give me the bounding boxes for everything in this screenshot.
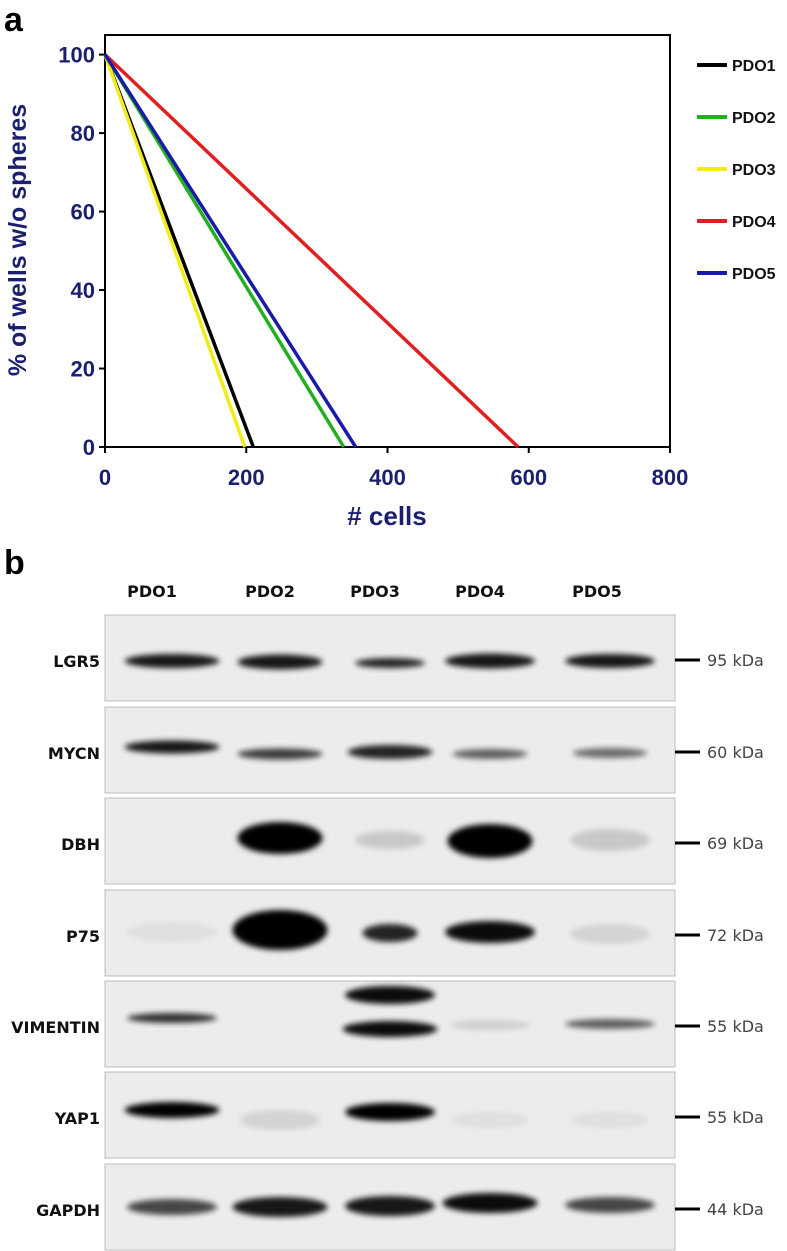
band: [450, 1112, 530, 1128]
band: [442, 1193, 538, 1213]
size-label: 55 kDa: [707, 1108, 764, 1127]
y-axis-label: % of wells w/o spheres: [4, 104, 32, 376]
band: [570, 1112, 650, 1128]
legend-label: PDO1: [732, 58, 776, 75]
y-tick-label: 100: [58, 43, 95, 68]
protein-label: GAPDH: [36, 1201, 100, 1220]
y-tick-label: 20: [71, 357, 95, 382]
protein-label: VIMENTIN: [11, 1018, 100, 1037]
lane-label: PDO2: [245, 582, 295, 601]
x-tick-label: 800: [652, 465, 689, 490]
size-label: 95 kDa: [707, 651, 764, 670]
band: [450, 1020, 530, 1030]
band: [124, 654, 220, 668]
protein-label: DBH: [61, 835, 100, 854]
y-tick-label: 80: [71, 121, 95, 146]
size-label: 69 kDa: [707, 834, 764, 853]
size-label: 44 kDa: [707, 1200, 764, 1219]
protein-label: LGR5: [53, 652, 100, 671]
x-tick-label: 0: [99, 465, 111, 490]
x-tick-label: 400: [369, 465, 406, 490]
x-tick-label: 600: [510, 465, 547, 490]
band: [347, 745, 433, 759]
data-line: [103, 54, 247, 448]
band: [447, 824, 533, 858]
protein-label: MYCN: [48, 744, 100, 763]
band: [237, 654, 323, 670]
band: [237, 748, 323, 760]
band: [565, 1197, 655, 1213]
y-tick-label: 0: [83, 435, 95, 460]
data-line: [103, 53, 520, 449]
panel-label: a: [4, 1, 24, 39]
band: [127, 922, 217, 942]
band: [362, 924, 418, 942]
band: [232, 910, 328, 950]
panel-label: b: [4, 544, 25, 582]
band: [445, 921, 535, 943]
band: [445, 653, 535, 669]
lane-label: PDO5: [572, 582, 622, 601]
protein-label: P75: [66, 927, 100, 946]
band: [570, 924, 650, 944]
y-tick-label: 40: [71, 278, 95, 303]
legend-label: PDO4: [732, 214, 776, 231]
band: [237, 822, 323, 854]
legend-label: PDO2: [732, 110, 776, 127]
band: [345, 1196, 435, 1216]
protein-label: YAP1: [54, 1109, 100, 1128]
x-tick-label: 200: [228, 465, 265, 490]
band: [355, 831, 425, 849]
band: [345, 1103, 435, 1121]
legend-label: PDO3: [732, 162, 776, 179]
band: [565, 1019, 655, 1029]
band: [570, 829, 650, 851]
band: [127, 1013, 217, 1023]
band: [565, 654, 655, 668]
band: [452, 749, 528, 759]
band: [240, 1110, 320, 1130]
legend-label: PDO5: [732, 266, 776, 283]
lane-label: PDO1: [127, 582, 177, 601]
lane-label: PDO4: [455, 582, 505, 601]
band: [232, 1197, 328, 1217]
data-line: [103, 53, 358, 448]
x-axis-label: # cells: [347, 501, 427, 531]
band: [124, 1102, 220, 1118]
band: [355, 658, 425, 668]
size-label: 60 kDa: [707, 743, 764, 762]
band: [345, 986, 435, 1004]
band: [127, 1199, 217, 1215]
y-tick-label: 60: [71, 200, 95, 225]
band: [124, 740, 220, 754]
size-label: 55 kDa: [707, 1017, 764, 1036]
plot-frame: [104, 34, 671, 448]
size-label: 72 kDa: [707, 926, 764, 945]
band: [342, 1021, 438, 1037]
lane-label: PDO3: [350, 582, 400, 601]
band: [572, 748, 648, 758]
